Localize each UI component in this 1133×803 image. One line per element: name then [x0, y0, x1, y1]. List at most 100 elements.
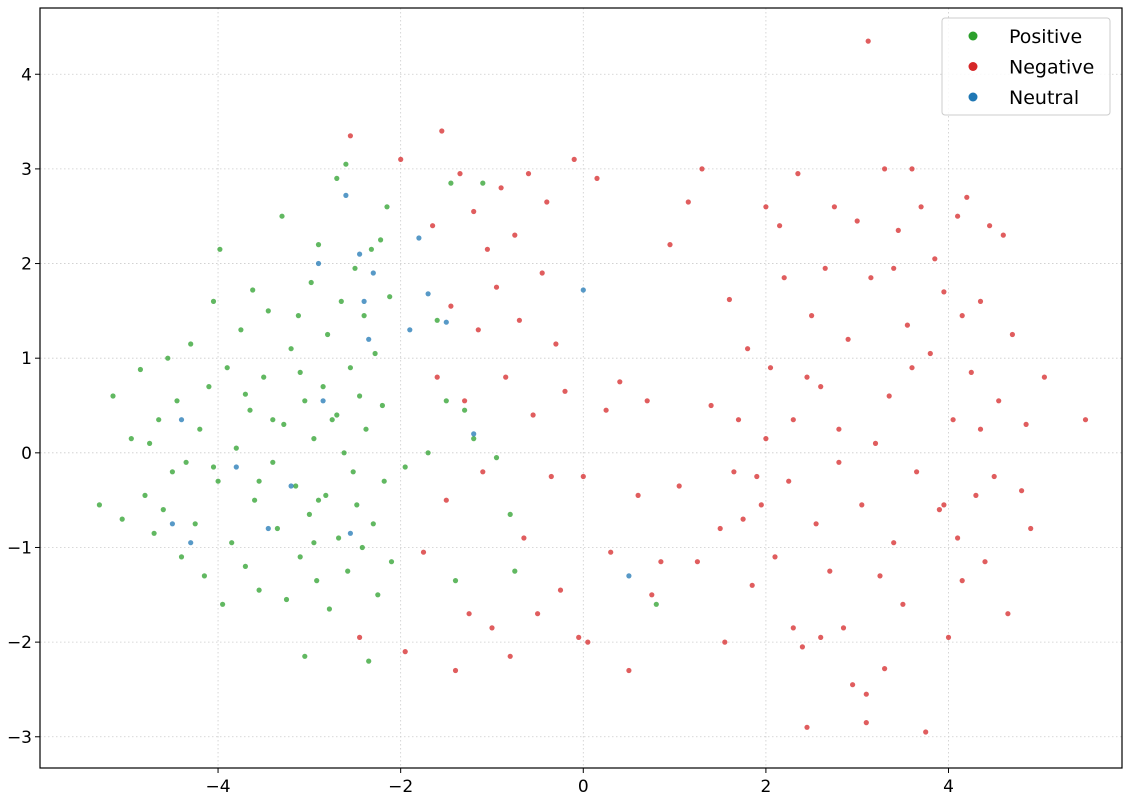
data-point: [430, 223, 436, 229]
data-point: [1019, 488, 1025, 494]
data-point: [297, 369, 303, 375]
data-point: [1005, 611, 1011, 617]
data-point: [535, 611, 541, 617]
data-point: [786, 478, 792, 484]
data-point: [352, 265, 358, 271]
data-point: [877, 573, 883, 579]
data-point: [343, 192, 349, 198]
data-point: [763, 204, 769, 210]
data-point: [283, 596, 290, 603]
data-point: [320, 384, 326, 390]
y-tick-label: 1: [21, 349, 32, 369]
data-point: [372, 350, 378, 357]
data-point: [368, 246, 374, 252]
data-point: [297, 554, 303, 560]
data-point: [119, 516, 125, 522]
data-point: [676, 483, 682, 489]
data-point: [863, 720, 869, 726]
data-point: [457, 171, 463, 177]
data-point: [252, 497, 258, 503]
data-point: [977, 298, 984, 304]
data-point: [950, 417, 956, 423]
data-point: [968, 369, 974, 375]
data-point: [320, 398, 326, 404]
data-point: [270, 459, 276, 465]
data-point: [854, 218, 860, 224]
data-point: [927, 350, 933, 357]
data-point: [434, 317, 440, 323]
data-point: [503, 374, 509, 380]
data-point: [210, 464, 217, 470]
data-point: [699, 166, 705, 172]
data-point: [370, 270, 376, 276]
data-point: [147, 440, 153, 446]
data-point: [295, 313, 301, 319]
data-point: [96, 502, 102, 508]
data-point: [270, 417, 276, 423]
data-point: [859, 502, 865, 508]
data-point: [804, 374, 810, 380]
data-point: [250, 287, 256, 293]
data-point: [197, 426, 203, 432]
data-point: [617, 379, 623, 385]
data-point: [462, 407, 468, 413]
data-point: [484, 246, 490, 252]
data-point: [918, 204, 924, 210]
data-point: [1082, 417, 1089, 423]
data-point: [818, 634, 824, 641]
data-point: [471, 431, 477, 437]
data-point: [708, 402, 714, 409]
legend-label: Negative: [1009, 57, 1094, 79]
data-point: [279, 213, 285, 219]
data-point: [416, 235, 422, 241]
data-point: [178, 417, 185, 423]
data-point: [334, 175, 340, 181]
data-point: [256, 478, 262, 484]
data-point: [233, 464, 239, 470]
data-point: [544, 199, 550, 205]
data-point: [242, 391, 248, 397]
plot-frame: [39, 7, 1123, 769]
series-neutral: [169, 192, 632, 579]
data-point: [932, 256, 938, 262]
data-point: [882, 166, 888, 172]
x-tick-label: 2: [760, 777, 771, 797]
data-point: [977, 426, 984, 432]
data-point: [923, 729, 929, 735]
y-tick-label: 2: [21, 255, 32, 275]
axis-ticks: −4 −2 0 2 4 −3 −2 −1 0 1 2 3 4: [7, 65, 954, 797]
data-point: [338, 298, 344, 304]
data-point: [626, 573, 632, 579]
data-point: [818, 384, 824, 390]
data-point: [439, 128, 445, 134]
data-point: [763, 436, 769, 442]
data-point: [1023, 421, 1029, 427]
data-point: [192, 521, 198, 527]
data-point: [498, 185, 504, 191]
data-point: [314, 578, 320, 584]
data-point: [790, 625, 796, 631]
x-tick-label: 4: [943, 777, 954, 797]
data-point: [635, 492, 641, 498]
data-point: [781, 275, 787, 281]
data-point: [909, 166, 915, 172]
data-point: [229, 540, 235, 546]
data-point: [790, 417, 796, 423]
data-point: [288, 346, 294, 352]
data-point: [224, 365, 230, 371]
data-point: [507, 653, 513, 659]
data-point: [188, 540, 194, 546]
data-point: [580, 473, 586, 480]
data-point: [471, 436, 477, 442]
data-point: [941, 289, 947, 295]
data-point: [201, 573, 207, 579]
series-positive: [96, 161, 659, 664]
data-point: [836, 459, 842, 465]
data-point: [308, 279, 314, 286]
data-point: [722, 639, 728, 645]
data-point: [845, 336, 851, 342]
data-point: [323, 492, 329, 498]
x-tick-label: 0: [578, 777, 589, 797]
data-point: [653, 601, 659, 607]
legend-box: [941, 17, 1111, 116]
